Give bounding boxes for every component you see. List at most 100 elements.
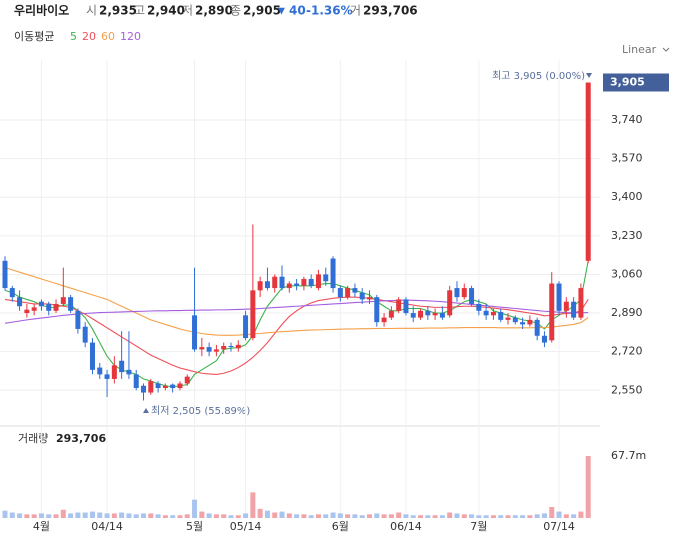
volume-bar [148, 513, 154, 518]
candle-body [53, 303, 59, 311]
volume-bar [184, 514, 190, 518]
candle-body [534, 319, 540, 336]
candle-body [359, 292, 365, 300]
y-tick-label: 3,570 [611, 152, 643, 165]
y-tick-label: 3,400 [611, 190, 643, 203]
volume-bar [206, 513, 212, 518]
candle-body [585, 82, 591, 261]
candle-body [286, 283, 292, 289]
field-label: 시 [86, 4, 97, 18]
candle-body [578, 288, 584, 318]
candle-body [330, 258, 336, 289]
volume-bar [315, 514, 321, 518]
volume-bar [213, 514, 219, 518]
volume-bar [308, 515, 314, 518]
volume-bar [571, 514, 577, 518]
volume-bar [31, 514, 37, 518]
candle-body [556, 283, 562, 311]
candle-body [520, 322, 526, 325]
volume-bar [330, 512, 336, 518]
volume-bar [490, 515, 496, 518]
volume-bar [24, 514, 30, 518]
volume-bar [53, 514, 59, 518]
volume-bar [9, 512, 15, 518]
volume-bar [549, 507, 555, 518]
volume-bar [563, 514, 569, 518]
candle-body [527, 319, 533, 325]
stock-name: 우리바이오 [14, 3, 69, 18]
ma-line [4, 296, 589, 375]
volume-bar [286, 513, 292, 518]
volume-bar [396, 512, 402, 518]
y-tick-label: 2,550 [611, 383, 643, 396]
candle-body [177, 383, 183, 389]
candle-body [483, 310, 489, 316]
candle-body [396, 299, 402, 311]
volume-bar [82, 512, 88, 518]
candle-body [512, 317, 518, 323]
ma-legend-item: 120 [120, 30, 141, 43]
y-tick-label: 2,890 [611, 306, 643, 319]
x-tick-label: 5월 [186, 520, 203, 533]
candle-body [97, 367, 103, 375]
candle-body [439, 313, 445, 318]
dropdown-icon[interactable] [662, 47, 670, 52]
volume-bar [221, 514, 227, 518]
field-label: 고 [134, 4, 145, 18]
candle-body [68, 297, 74, 311]
volume-bar [177, 515, 183, 518]
volume-bar [520, 515, 526, 518]
candle-body [447, 290, 453, 316]
field-value: 2,890 [195, 4, 233, 18]
volume-bar [461, 514, 467, 518]
candle-body [46, 303, 52, 311]
volume-bar [352, 514, 358, 518]
candle-body [141, 385, 147, 393]
x-tick-label: 07/14 [543, 520, 575, 533]
candle-body [432, 313, 438, 316]
volume-bar [75, 512, 81, 518]
candle-body [323, 274, 329, 282]
change-arrow: ▼ [278, 7, 285, 17]
volume-bar [257, 508, 263, 518]
x-tick-label: 06/14 [390, 520, 422, 533]
volume-bar [111, 513, 117, 518]
candle-body [213, 349, 219, 352]
volume-bar [126, 513, 132, 518]
candle-body [9, 288, 15, 298]
candle-body [352, 288, 358, 293]
volume-bar [541, 513, 547, 518]
volume-bar [367, 514, 372, 518]
volume-bar [323, 514, 329, 518]
volume-bar [141, 513, 147, 518]
volume-bar [337, 513, 343, 518]
volume-bar [476, 515, 482, 518]
candle-body [549, 283, 555, 341]
candle-body [490, 311, 496, 316]
candle-body [192, 315, 198, 350]
candle-body [104, 374, 110, 379]
ma-legend-item: 20 [82, 30, 96, 43]
volume-value: 293,706 [56, 432, 106, 445]
current-price-box [603, 73, 669, 92]
candle-body [133, 374, 139, 389]
candle-body [541, 335, 547, 343]
field-value: 293,706 [363, 4, 418, 18]
volume-bar [585, 455, 591, 518]
candle-body [184, 376, 190, 384]
candle-body [410, 313, 416, 318]
volume-bar [527, 515, 533, 518]
scale-selector[interactable]: Linear [622, 43, 657, 56]
low-annotation: 최저 2,505 (55.89%) [151, 405, 250, 417]
volume-bar [235, 515, 241, 518]
volume-bar [272, 512, 278, 518]
candle-body [337, 288, 343, 298]
candle-body [505, 317, 511, 320]
candle-body [388, 310, 394, 318]
volume-bar [279, 511, 285, 518]
volume-bar [512, 515, 518, 518]
candle-body [425, 310, 431, 316]
y-tick-label: 2,720 [611, 345, 643, 358]
x-tick-label: 7월 [470, 520, 487, 533]
volume-bar [403, 514, 409, 518]
